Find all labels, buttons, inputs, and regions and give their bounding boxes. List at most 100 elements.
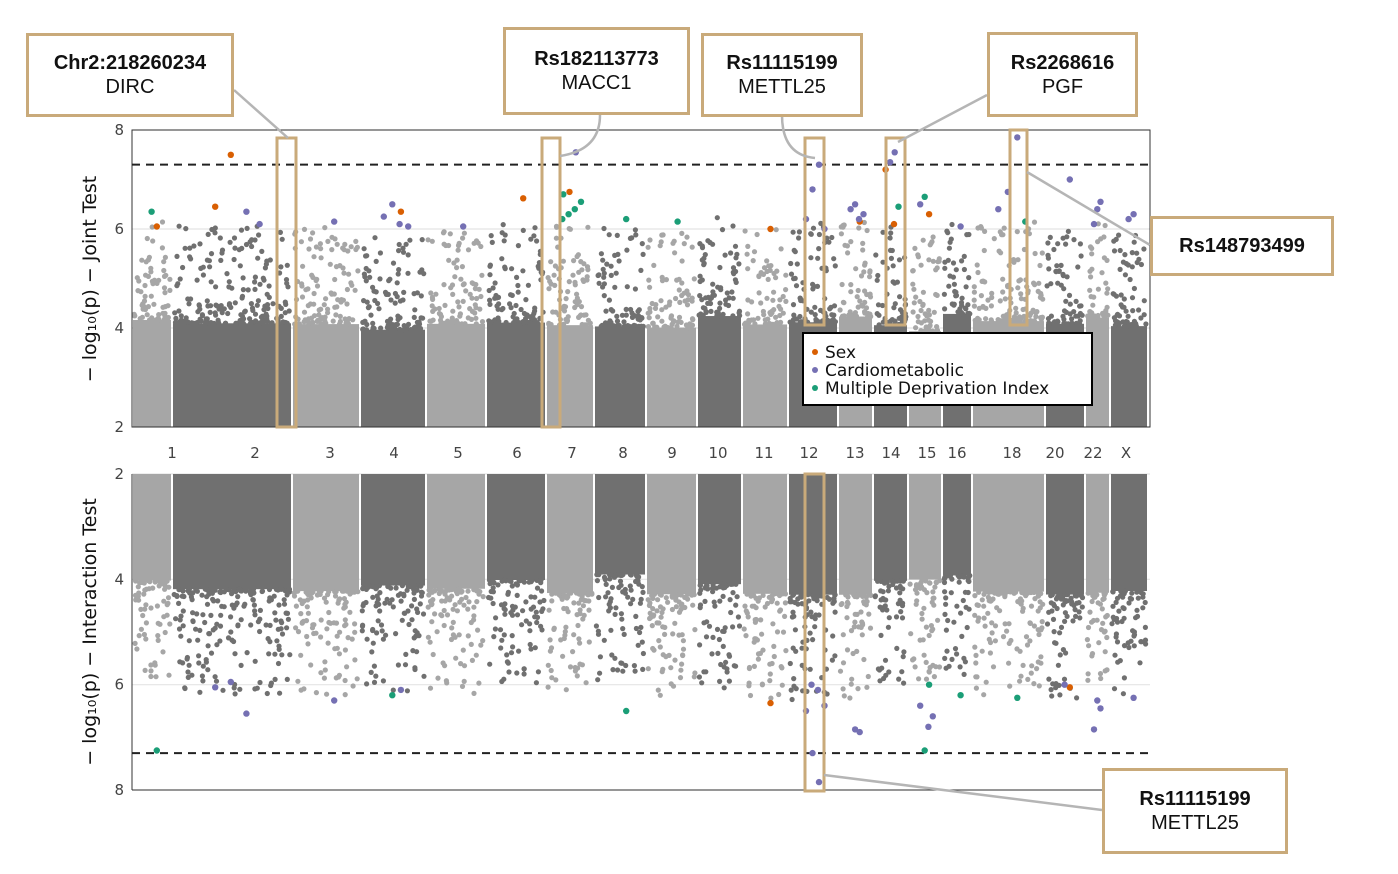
interaction-variant-point	[162, 629, 168, 636]
interaction-variant-point	[285, 616, 291, 622]
interaction-variant-point	[265, 636, 271, 642]
interaction-variant-point	[205, 643, 211, 649]
joint-variant-point	[660, 232, 666, 238]
interaction-variant-point	[354, 676, 360, 682]
interaction-variant-point	[1135, 595, 1141, 601]
interaction-variant-point	[885, 588, 892, 594]
joint-variant-point	[710, 289, 716, 295]
interaction-variant-point	[1113, 599, 1119, 606]
joint-variant-point	[873, 252, 879, 258]
interaction-variant-point	[1085, 677, 1091, 683]
joint-variant-point	[362, 274, 368, 280]
interaction-variant-point	[264, 690, 270, 697]
joint-variant-point	[1000, 276, 1006, 282]
interaction-variant-point	[753, 636, 759, 642]
joint-variant-point	[684, 302, 691, 308]
joint-variant-point	[1101, 313, 1107, 319]
joint-variant-point	[344, 286, 350, 293]
joint-variant-point	[384, 324, 390, 331]
interaction-variant-point	[787, 599, 793, 605]
interaction-variant-point	[308, 595, 314, 601]
joint-variant-point	[933, 291, 939, 298]
interaction-variant-point	[927, 664, 933, 671]
joint-variant-point	[749, 299, 755, 305]
interaction-variant-point	[517, 578, 523, 584]
interaction-variant-point	[625, 594, 631, 600]
interaction-variant-point	[606, 608, 612, 614]
interaction-variant-point	[746, 680, 752, 686]
interaction-variant-point	[840, 660, 847, 666]
interaction-variant-point	[1074, 592, 1080, 598]
interaction-variant-point	[160, 649, 166, 655]
joint-variant-point	[535, 263, 541, 269]
joint-highlight-point	[1014, 134, 1021, 141]
interaction-variant-point	[917, 637, 923, 643]
interaction-variant-point	[174, 593, 180, 600]
callout-connector	[559, 114, 602, 158]
interaction-variant-point	[1000, 634, 1007, 640]
interaction-variant-point	[703, 634, 710, 640]
interaction-variant-point	[668, 681, 674, 687]
joint-variant-point	[614, 318, 621, 324]
interaction-variant-point	[1015, 599, 1021, 605]
interaction-variant-point	[973, 674, 979, 680]
interaction-variant-point	[369, 649, 375, 655]
interaction-variant-point	[596, 594, 602, 601]
joint-variant-point	[405, 252, 411, 258]
joint-variant-point	[296, 321, 302, 327]
joint-variant-point	[934, 265, 940, 271]
interaction-variant-point	[752, 617, 758, 623]
joint-variant-point	[1118, 292, 1124, 298]
joint-variant-point	[419, 267, 425, 273]
joint-variant-point	[1018, 291, 1024, 297]
joint-variant-point	[778, 246, 784, 252]
joint-variant-point	[918, 262, 924, 268]
joint-variant-point	[714, 309, 720, 315]
joint-variant-point	[242, 308, 248, 314]
interaction-chrom-band	[839, 474, 872, 595]
interaction-highlight-point	[815, 778, 823, 786]
joint-variant-point	[368, 312, 374, 318]
joint-variant-point	[361, 246, 367, 252]
interaction-variant-point	[539, 627, 545, 633]
joint-variant-point	[1111, 248, 1118, 254]
interaction-variant-point	[712, 603, 718, 609]
interaction-variant-point	[1057, 652, 1063, 658]
interaction-variant-point	[706, 623, 713, 629]
joint-variant-point	[650, 320, 656, 326]
interaction-variant-point	[532, 645, 538, 651]
joint-variant-point	[762, 321, 769, 327]
interaction-variant-point	[401, 593, 407, 599]
interaction-variant-point	[1102, 668, 1108, 674]
interaction-variant-point	[607, 576, 613, 582]
joint-variant-point	[325, 238, 331, 244]
joint-variant-point	[975, 225, 981, 231]
joint-variant-point	[231, 256, 237, 263]
interaction-variant-point	[509, 644, 516, 650]
joint-variant-point	[400, 245, 406, 251]
joint-variant-point	[600, 257, 606, 263]
joint-variant-point	[364, 299, 370, 305]
interaction-variant-point	[560, 653, 566, 659]
joint-variant-point	[1032, 250, 1038, 257]
joint-variant-point	[150, 281, 156, 287]
interaction-variant-point	[960, 597, 966, 604]
callout-gene: METTL25	[1151, 812, 1239, 834]
interaction-variant-point	[728, 609, 734, 616]
joint-variant-point	[515, 289, 521, 295]
joint-variant-point	[771, 289, 777, 295]
joint-variant-point	[920, 237, 926, 243]
interaction-variant-point	[989, 620, 995, 626]
joint-variant-point	[1002, 296, 1008, 302]
interaction-variant-point	[475, 627, 481, 633]
joint-variant-point	[1099, 270, 1105, 276]
interaction-variant-point	[546, 607, 552, 613]
joint-variant-point	[227, 239, 233, 245]
interaction-variant-point	[639, 584, 645, 590]
joint-variant-point	[777, 297, 783, 303]
interaction-variant-point	[1120, 605, 1126, 611]
callout-snp: Rs11115199	[726, 52, 838, 74]
joint-variant-point	[179, 319, 185, 325]
interaction-variant-point	[281, 601, 288, 607]
joint-variant-point	[1058, 262, 1064, 268]
